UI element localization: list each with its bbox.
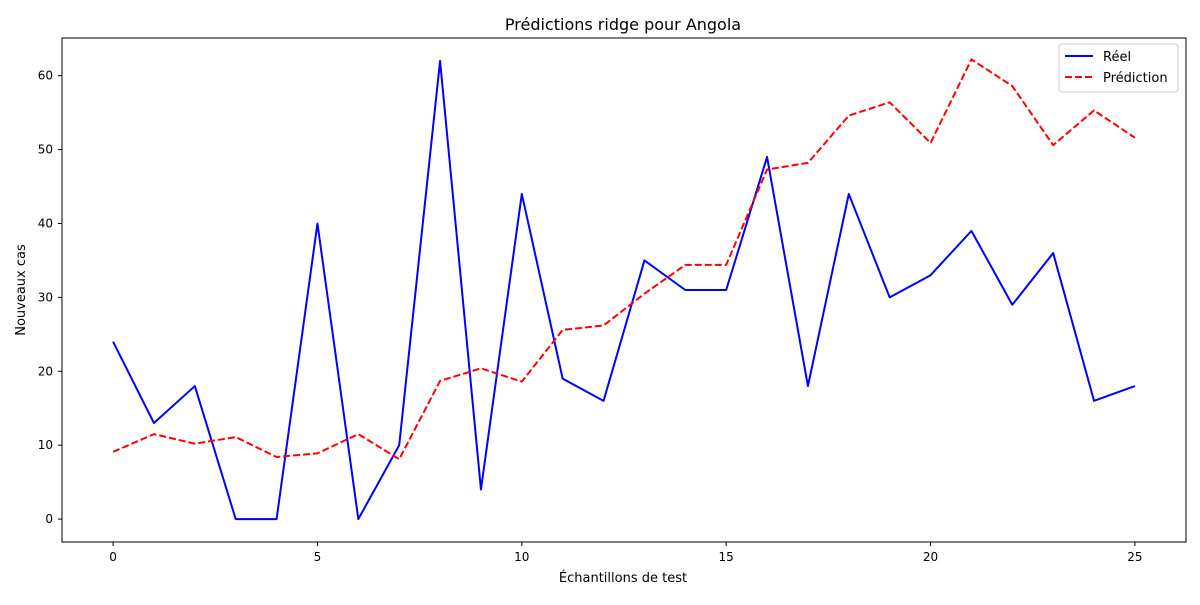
legend-label-prediction: Prédiction xyxy=(1103,71,1168,86)
y-tick-label: 50 xyxy=(38,143,53,157)
x-tick-label: 5 xyxy=(314,550,322,564)
x-tick-label: 0 xyxy=(109,550,117,564)
y-tick-label: 20 xyxy=(38,364,53,378)
x-tick-label: 20 xyxy=(923,550,938,564)
y-tick-label: 10 xyxy=(38,438,53,452)
y-tick-label: 40 xyxy=(38,216,53,230)
series-lines xyxy=(112,58,1136,521)
plot-area-frame xyxy=(61,37,1187,543)
chart-title: Prédictions ridge pour Angola xyxy=(505,15,741,34)
axes-ticks: 0 5 10 15 20 25 0 10 20 30 40 50 60 xyxy=(38,69,1143,564)
y-tick-label: 60 xyxy=(38,69,53,83)
series-line-prediction xyxy=(112,58,1136,461)
x-tick-label: 15 xyxy=(719,550,734,564)
legend: Réel Prédiction xyxy=(1058,43,1179,93)
series-line-actual xyxy=(112,59,1136,521)
y-tick-label: 30 xyxy=(38,290,53,304)
x-tick-label: 25 xyxy=(1127,550,1142,564)
y-tick-label: 0 xyxy=(45,512,53,526)
x-axis-label: Échantillons de test xyxy=(559,570,687,586)
x-tick-label: 10 xyxy=(514,550,529,564)
y-axis-label: Nouveaux cas xyxy=(14,244,29,336)
legend-label-actual: Réel xyxy=(1103,50,1131,65)
